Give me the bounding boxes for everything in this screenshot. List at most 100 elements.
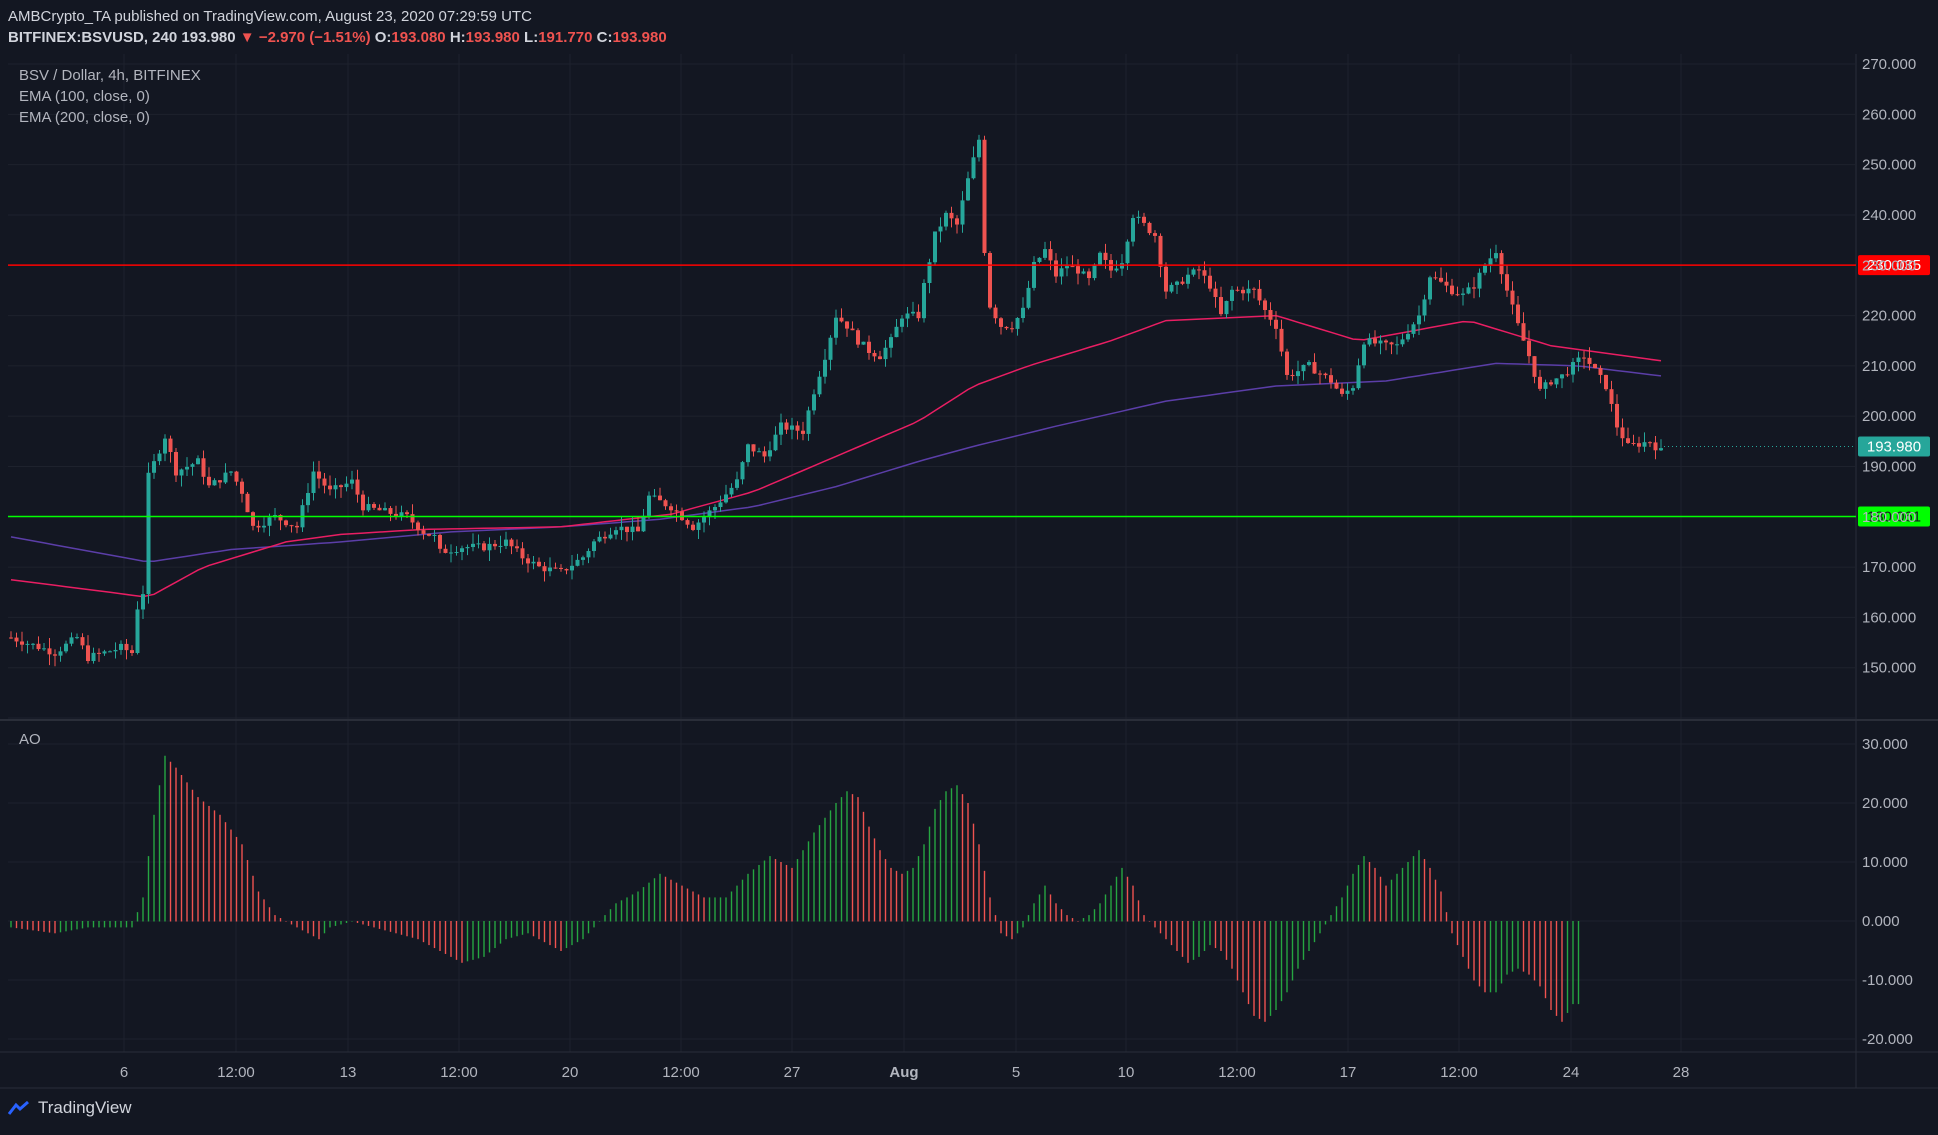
candle-body <box>1642 442 1647 447</box>
candle-body <box>1356 365 1361 389</box>
candle-body <box>685 520 690 525</box>
candle-body <box>201 458 206 477</box>
candle-body <box>630 526 635 533</box>
time-tick-label: 5 <box>1012 1064 1020 1081</box>
candle-body <box>768 450 772 457</box>
symbol-ohlc-line: BITFINEX:BSVUSD, 240 193.980 ▼ −2.970 (−… <box>8 29 667 46</box>
last-price-label: 193.980 <box>1867 438 1921 455</box>
candle-body <box>1659 448 1663 451</box>
candle-body <box>1285 351 1289 375</box>
resistance-label: 230.035 <box>1867 257 1921 274</box>
candle-body <box>614 530 618 535</box>
candle-body <box>1004 326 1009 329</box>
candle-body <box>762 451 767 457</box>
candle-body <box>443 548 448 553</box>
candle-body <box>619 526 624 531</box>
candle-body <box>564 568 569 571</box>
candle-body <box>317 471 321 479</box>
symbol-label: BITFINEX:BSVUSD, 240 <box>8 29 178 46</box>
candle-body <box>1230 289 1234 301</box>
candle-body <box>333 485 338 490</box>
legend-title: BSV / Dollar, 4h, BITFINEX <box>19 67 201 84</box>
candle-body <box>240 481 244 494</box>
candle-body <box>603 536 607 539</box>
candle-body <box>146 472 151 595</box>
ema200-line <box>10 362 1662 562</box>
candle-body <box>509 539 514 547</box>
candle-body <box>1527 340 1531 357</box>
candle-body <box>1450 285 1454 295</box>
high-label: H: <box>449 29 466 46</box>
candle-body <box>1081 271 1086 274</box>
candle-body <box>960 200 965 225</box>
candle-body <box>1488 258 1493 266</box>
candle-body <box>25 643 30 645</box>
candle-body <box>916 311 921 319</box>
candle-body <box>1208 275 1212 289</box>
candle-body <box>366 504 371 511</box>
price-tick-label: 230.000 <box>1862 257 1916 274</box>
candle-body <box>740 462 745 480</box>
candle-body <box>1241 289 1245 294</box>
candle-body <box>454 552 459 554</box>
candle-body <box>658 495 662 501</box>
candle-body <box>795 425 800 431</box>
candle-body <box>438 534 442 549</box>
candle-body <box>476 543 481 545</box>
candle-body <box>746 444 750 463</box>
candle-body <box>889 337 893 348</box>
time-tick-label: 17 <box>1340 1064 1357 1081</box>
candle-body <box>212 480 217 486</box>
candle-body <box>1433 277 1438 279</box>
candle-body <box>878 356 882 360</box>
candle-body <box>1422 299 1427 316</box>
candle-body <box>570 565 574 571</box>
candle-body <box>141 594 145 610</box>
candle-body <box>1235 289 1240 291</box>
candle-body <box>1631 442 1636 444</box>
candle-body <box>344 483 349 488</box>
price-tick-label: 200.000 <box>1862 408 1916 425</box>
candle-body <box>867 341 871 353</box>
candle-body <box>1521 323 1526 341</box>
grid <box>0 54 1938 1089</box>
candle-body <box>823 359 827 377</box>
candle-body <box>784 422 789 430</box>
candle-body <box>1340 388 1344 394</box>
candle-body <box>64 643 68 652</box>
candle-body <box>817 376 822 395</box>
candle-body <box>1054 260 1058 277</box>
time-tick-label: 10 <box>1118 1064 1135 1081</box>
support-label: 180.061 <box>1867 508 1921 525</box>
candle-body <box>900 318 904 327</box>
tradingview-logo[interactable]: TradingView <box>8 1098 132 1118</box>
last-price: 193.980 <box>181 29 236 46</box>
candle-body <box>289 525 294 527</box>
candle-body <box>839 317 844 322</box>
time-tick-label: 13 <box>340 1064 357 1081</box>
candle-body <box>608 534 613 539</box>
candle-body <box>1098 252 1102 265</box>
candle-body <box>911 311 915 314</box>
candle-body <box>1257 288 1262 301</box>
candle-body <box>449 552 453 554</box>
candle-body <box>190 464 195 467</box>
candle-body <box>53 654 57 656</box>
candle-body <box>1279 328 1284 352</box>
candle-body <box>1070 266 1075 268</box>
price-tick-label: 220.000 <box>1862 308 1916 325</box>
candle-body <box>1362 344 1366 366</box>
candle-body <box>1626 438 1630 443</box>
candle-body <box>581 557 585 560</box>
candle-body <box>729 487 734 495</box>
candle-body <box>1158 235 1163 267</box>
last-price-label-bg <box>1858 436 1930 457</box>
candle-body <box>108 651 112 653</box>
time-tick-label: 12:00 <box>1218 1064 1256 1081</box>
candle-body <box>1147 222 1152 234</box>
open-value: 193.080 <box>391 29 446 46</box>
candle-body <box>520 548 525 559</box>
candle-body <box>1582 357 1586 359</box>
candle-body <box>234 471 239 482</box>
candle-body <box>1560 374 1564 379</box>
